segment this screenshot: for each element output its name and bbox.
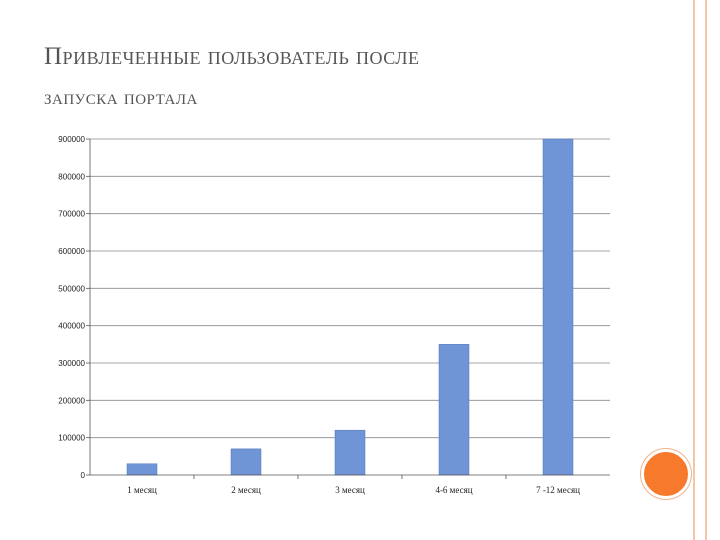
title-line-2: запуска портала [44, 85, 198, 109]
right-border-line-left [693, 0, 695, 540]
x-tick-label: 3 месяц [335, 485, 365, 495]
bars [126, 138, 574, 476]
y-tick-labels: 0 100000 200000 300000 400000 500000 600000 700… [58, 135, 85, 480]
y-tick-label: 900000 [58, 135, 85, 144]
bar [126, 463, 158, 476]
x-tick-label: 1 месяц [127, 485, 157, 495]
x-tick-label: 2 месяц [231, 485, 261, 495]
y-tick-label: 500000 [58, 284, 85, 293]
y-tick-label: 600000 [58, 247, 85, 256]
y-tick-label: 100000 [58, 434, 85, 443]
decorative-orange-circle [641, 449, 691, 499]
x-tick-label: 7 -12 месяц [536, 485, 580, 495]
y-tick-label: 200000 [58, 396, 85, 405]
y-tick-label: 300000 [58, 359, 85, 368]
y-tick-label: 800000 [58, 172, 85, 181]
bar [542, 138, 574, 476]
x-tick-label: 4-6 месяц [435, 485, 472, 495]
y-tick-label: 400000 [58, 322, 85, 331]
y-tick-label: 0 [81, 471, 86, 480]
bar [230, 448, 262, 476]
grid-lines [86, 138, 610, 479]
right-border-line-right [705, 0, 707, 540]
title-line-1: Привлеченные пользователь после [44, 43, 420, 70]
bar [438, 344, 470, 476]
bar [334, 429, 366, 476]
slide-title: Привлеченные пользователь после запуска … [44, 38, 644, 116]
x-tick-labels: 1 месяц 2 месяц 3 месяц 4-6 месяц 7 -12 меся… [127, 485, 580, 495]
y-tick-label: 700000 [58, 210, 85, 219]
